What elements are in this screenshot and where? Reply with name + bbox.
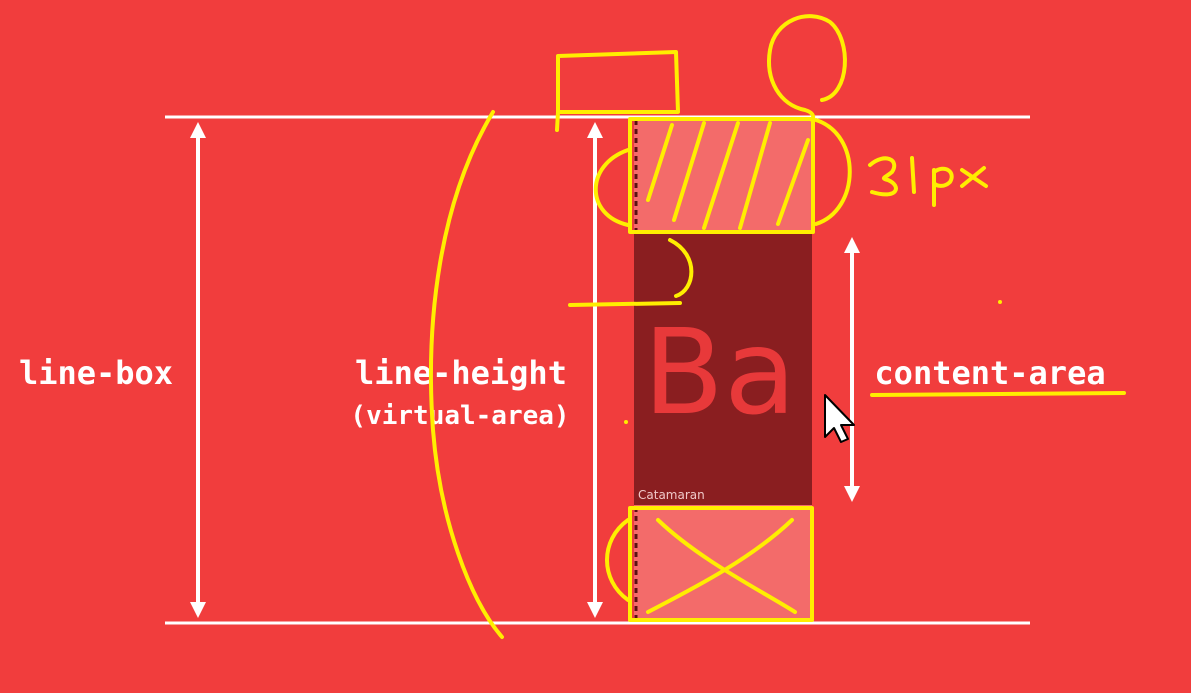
doodle-circle [767,14,847,122]
doodle-dash [568,301,682,307]
bottom-left-paren [605,518,630,602]
font-name-label: Catamaran [638,488,705,502]
mouse-pointer-icon [824,394,855,443]
line-height-label: line-height [355,354,567,392]
annotation-digit-1 [910,156,916,194]
stray-dot-2 [624,420,628,424]
line-box-label: line-box [19,354,173,392]
annotation-digit-3 [868,156,898,197]
top-box-outline [628,117,815,234]
top-left-paren [593,148,630,227]
top-box-hatching [646,121,810,230]
bottom-box-x [646,518,797,614]
bottom-box-outline [628,506,814,622]
content-area-box [634,234,812,505]
virtual-area-label: (virtual-area) [350,401,569,431]
content-area-underline [870,391,1126,397]
content-area-label: content-area [874,354,1105,392]
annotation-letter-x [960,166,988,188]
doodle-hook [668,238,694,298]
glyph-text: Ba [643,303,796,441]
top-right-paren [814,118,852,226]
doodle-rectangle [555,50,680,132]
doodle-bracket [428,110,504,639]
stray-dot-1 [998,300,1002,304]
top-half-leading [634,119,812,234]
annotation-letter-p [932,166,954,207]
handwritten-annotations [428,14,1126,639]
